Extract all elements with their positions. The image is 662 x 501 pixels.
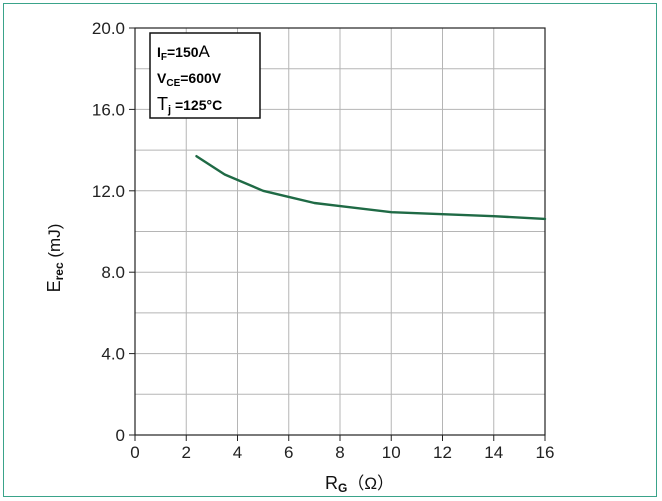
annotation-line-3: Tj =125°C	[157, 94, 222, 116]
annotation-box	[149, 32, 261, 119]
x-tick-label: 8	[335, 443, 344, 462]
chart-frame	[3, 3, 657, 497]
y-tick-label: 4.0	[101, 345, 125, 364]
y-tick-label: 20.0	[92, 19, 125, 38]
x-tick-label: 14	[484, 443, 503, 462]
annotation-line-2: VCE=600V	[157, 70, 222, 89]
y-tick-label: 8.0	[101, 263, 125, 282]
series-line-1	[195, 154, 547, 221]
x-tick-label: 12	[433, 443, 452, 462]
series-layer	[195, 154, 547, 221]
y-tick-label: 0	[116, 426, 125, 445]
y-axis-title: Erec (mJ)	[44, 224, 66, 293]
annotation-line-1: IF=150A	[157, 42, 211, 63]
y-tick-label: 12.0	[92, 182, 125, 201]
x-tick-label: 16	[536, 443, 555, 462]
x-tick-label: 2	[182, 443, 191, 462]
y-axis: 0 4.0 8.0 12.0 16.0 20.0	[92, 19, 135, 445]
x-tick-label: 10	[382, 443, 401, 462]
x-tick-label: 0	[130, 443, 139, 462]
y-tick-label: 16.0	[92, 100, 125, 119]
x-axis-title: RG（Ω）	[325, 473, 394, 495]
x-tick-label: 6	[284, 443, 293, 462]
x-axis: 0 2 4 6 8 10 12 14 16	[130, 435, 554, 462]
x-tick-label: 4	[233, 443, 242, 462]
